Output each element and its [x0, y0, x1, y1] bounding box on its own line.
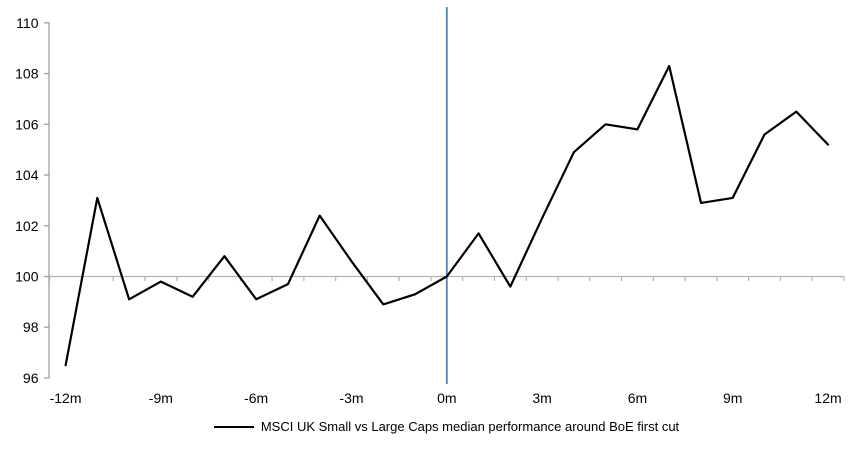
- x-tick-label: 0m: [437, 390, 456, 406]
- x-tick-label: 12m: [814, 390, 841, 406]
- y-tick-label: 102: [15, 218, 39, 234]
- y-tick-label: 96: [23, 370, 39, 386]
- y-tick-label: 106: [15, 116, 39, 132]
- legend-series-label: MSCI UK Small vs Large Caps median perfo…: [260, 419, 680, 434]
- legend-line-sample-icon: [213, 425, 254, 428]
- x-tick-label: 3m: [532, 390, 551, 406]
- y-tick-label: 100: [15, 269, 39, 285]
- x-tick-label: -9m: [149, 390, 173, 406]
- x-tick-label: -3m: [339, 390, 363, 406]
- x-tick-label: 9m: [723, 390, 742, 406]
- x-tick-label: -12m: [50, 390, 82, 406]
- x-tick-label: 6m: [628, 390, 647, 406]
- y-tick-label: 110: [16, 15, 39, 31]
- y-tick-label: 98: [23, 319, 39, 335]
- y-tick-label: 104: [15, 167, 39, 183]
- x-tick-label: -6m: [244, 390, 268, 406]
- series-line: [64, 64, 830, 367]
- y-tick-label: 108: [15, 66, 39, 82]
- legend: MSCI UK Small vs Large Caps median perfo…: [49, 418, 844, 435]
